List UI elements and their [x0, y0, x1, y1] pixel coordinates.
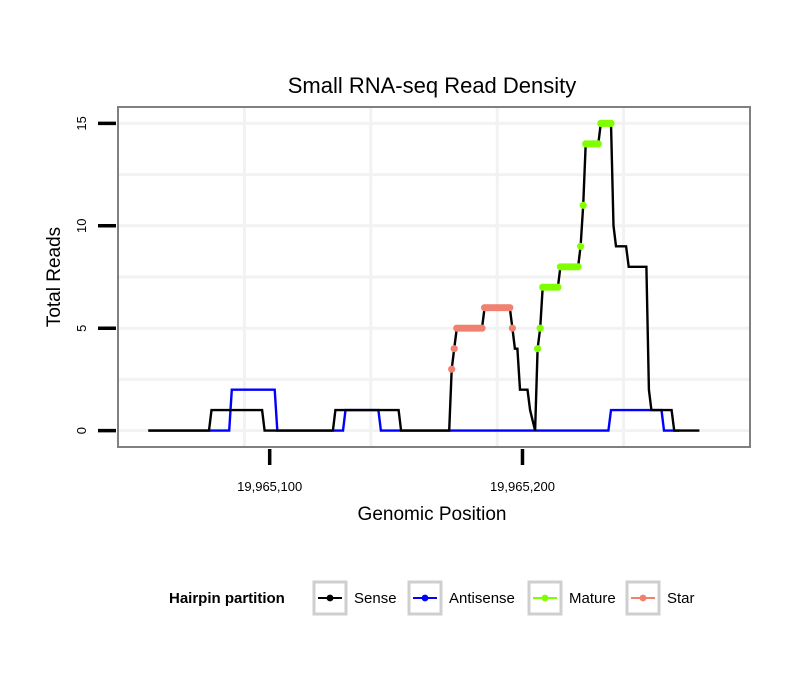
legend-dot-mature [541, 594, 549, 602]
data-point-mature [607, 119, 615, 127]
series-layer [148, 119, 700, 432]
data-point-star [478, 324, 486, 332]
axes: 0 5 10 15 19,965,100 19,965,200 [74, 116, 555, 494]
legend-dot-sense [326, 594, 334, 602]
data-point-mature [594, 140, 602, 148]
data-point-star [508, 324, 516, 332]
grid [118, 107, 750, 447]
legend-label-sense: Sense [354, 590, 397, 607]
y-tick-label: 5 [74, 325, 89, 332]
x-tick-label: 19,965,100 [237, 479, 302, 494]
x-axis-title: Genomic Position [358, 504, 507, 525]
data-point-star [450, 345, 458, 353]
legend-label-star: Star [667, 590, 695, 607]
legend-dot-antisense [421, 594, 429, 602]
y-tick-label: 10 [74, 219, 89, 233]
legend-label-antisense: Antisense [449, 590, 515, 607]
y-tick-label: 0 [74, 427, 89, 434]
data-point-mature [536, 324, 544, 332]
series-line-sense [148, 122, 700, 432]
plot-panel-border [117, 106, 751, 448]
y-tick-label: 15 [74, 116, 89, 130]
data-point-mature [534, 345, 542, 353]
data-point-mature [554, 283, 562, 291]
chart-title: Small RNA-seq Read Density [288, 73, 577, 98]
data-point-star [448, 365, 456, 373]
data-point-star [506, 304, 514, 312]
legend-title: Hairpin partition [169, 590, 285, 607]
x-tick-label: 19,965,200 [490, 479, 555, 494]
data-point-mature [579, 201, 587, 209]
data-point-mature [577, 242, 585, 250]
data-point-mature [574, 263, 582, 271]
legend: Sense Antisense Mature Star [312, 580, 695, 616]
y-axis-title: Total Reads [44, 227, 65, 327]
legend-label-mature: Mature [569, 590, 616, 607]
legend-dot-star [639, 594, 647, 602]
